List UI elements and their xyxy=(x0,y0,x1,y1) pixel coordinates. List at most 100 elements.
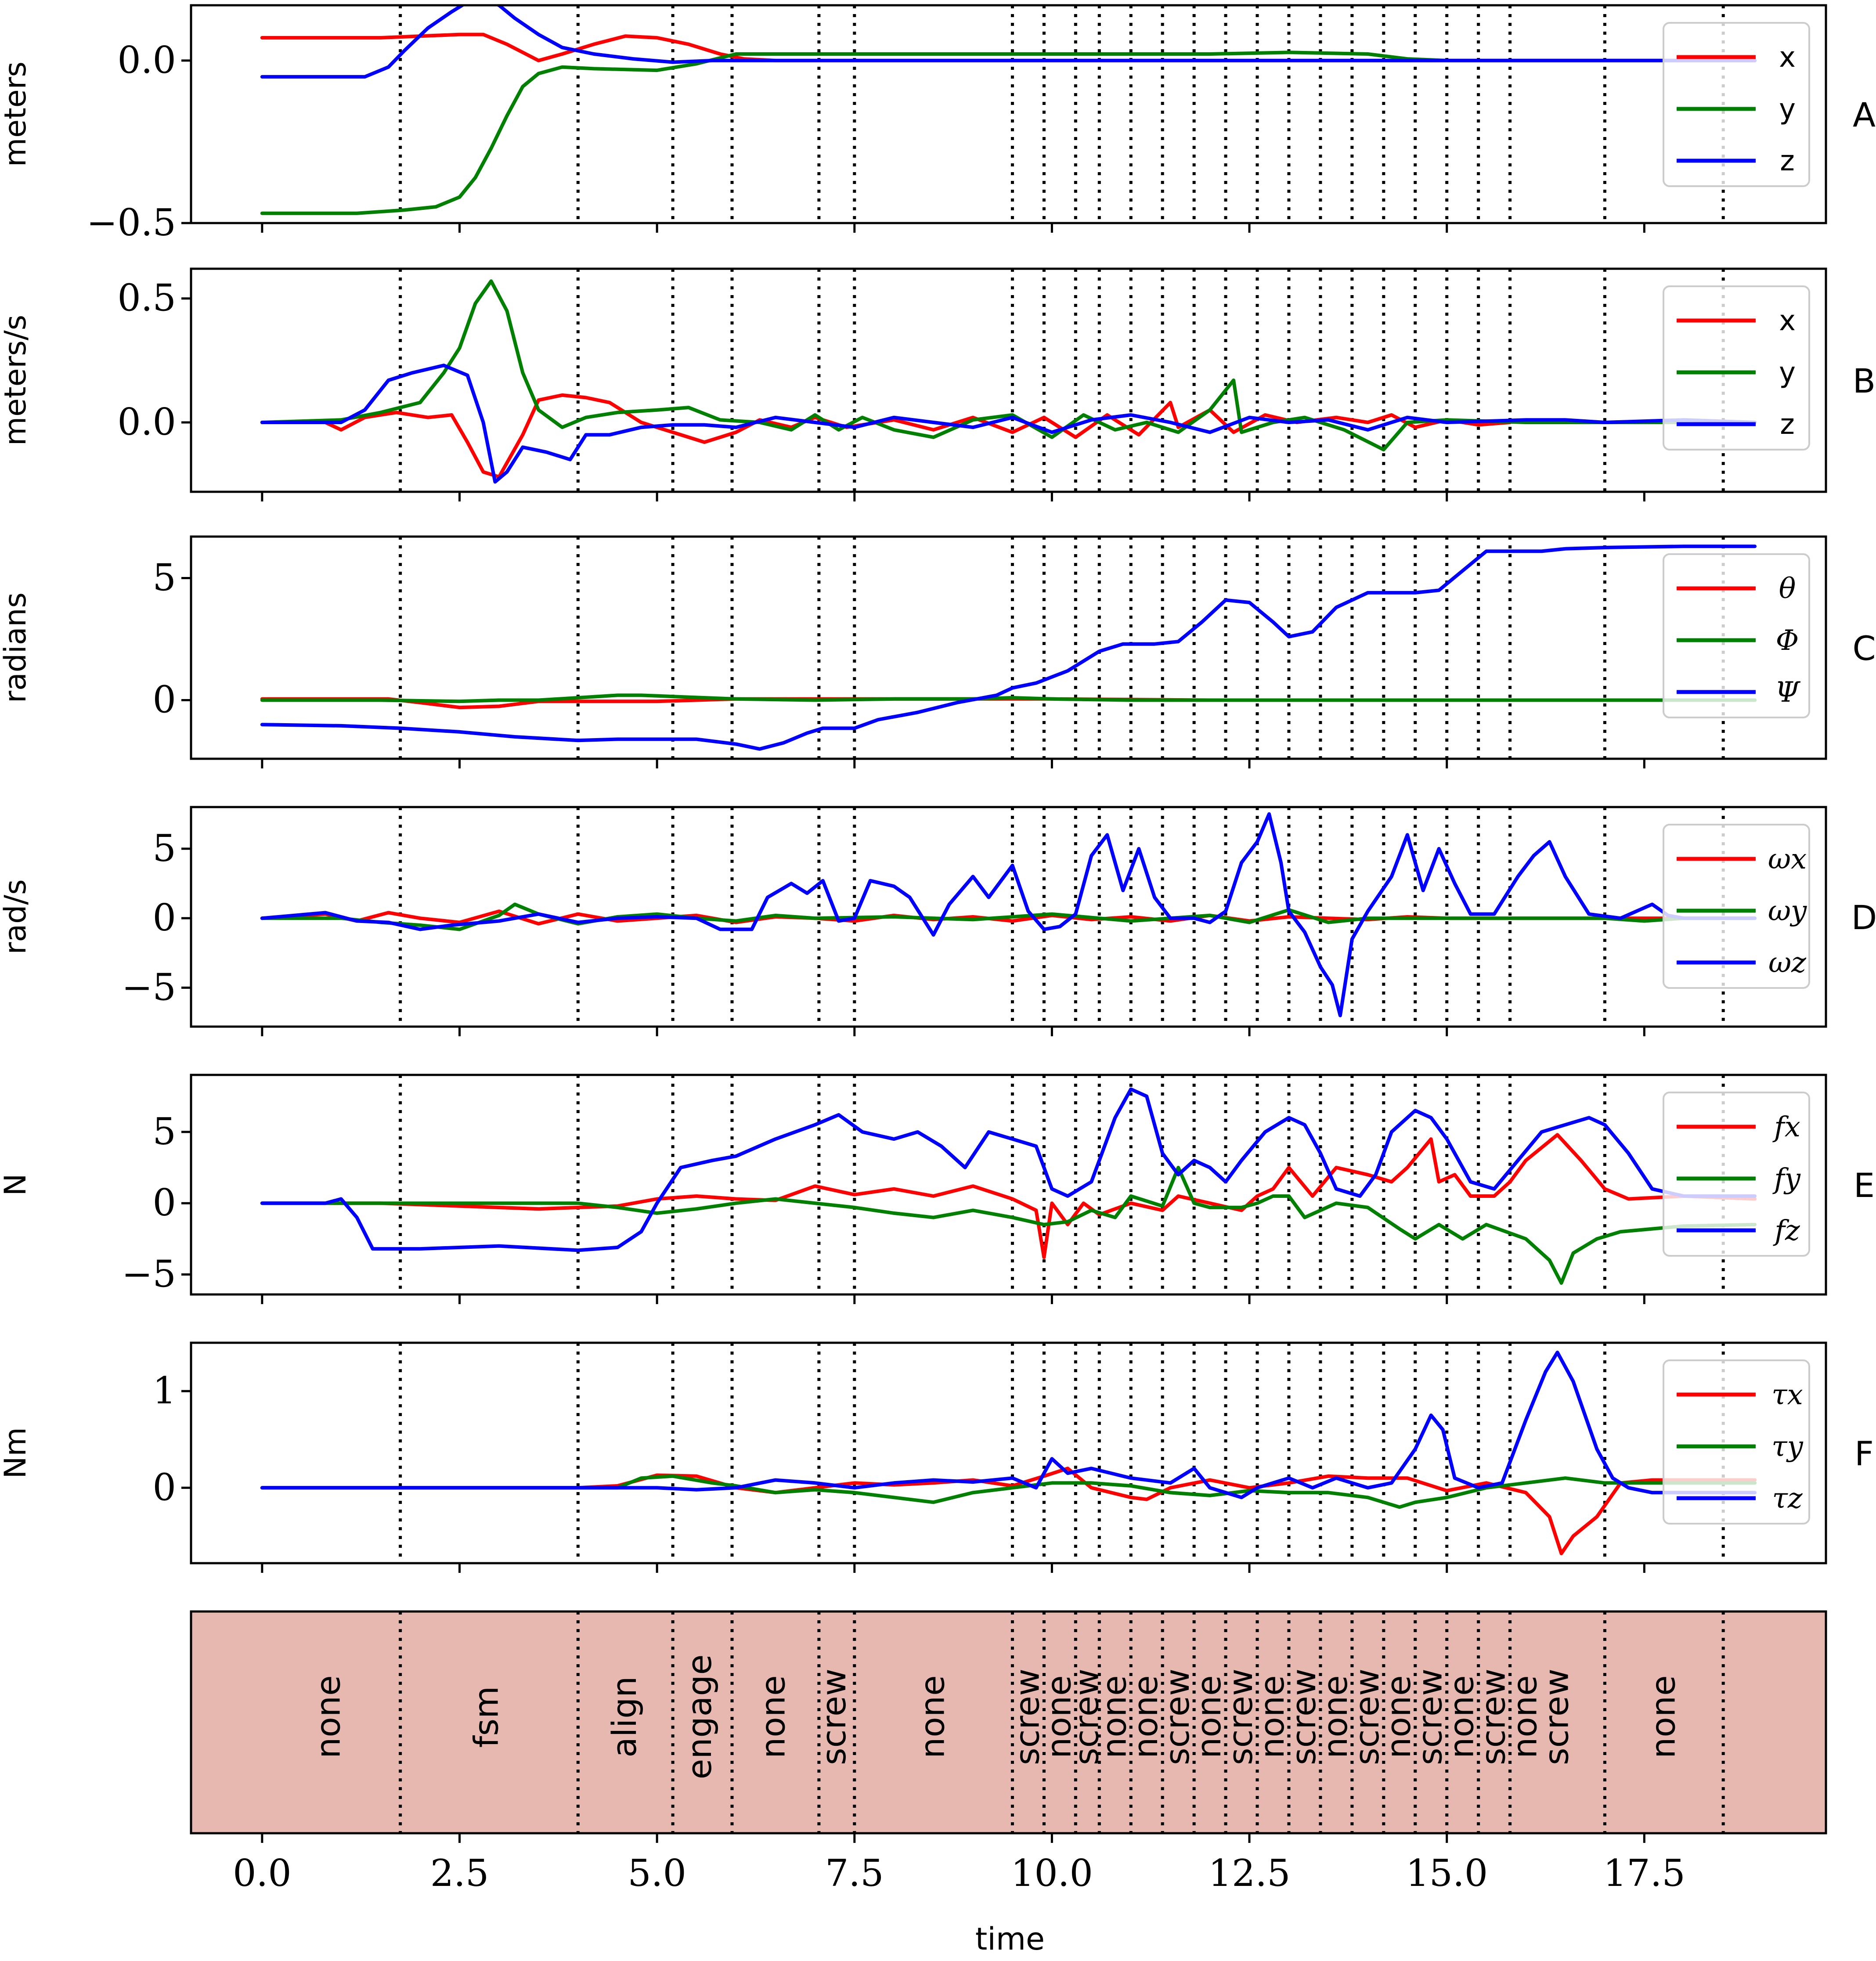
phase-label: screw xyxy=(1474,1669,1513,1765)
legend-entry: y xyxy=(1779,93,1796,126)
legend: xyz xyxy=(1663,285,1810,451)
legend-entry: θ xyxy=(1779,573,1796,605)
y-tick-label: 0.0 xyxy=(117,39,176,82)
phase-label: screw xyxy=(1221,1669,1260,1765)
phase-label: none xyxy=(1643,1675,1682,1759)
phase-label: none xyxy=(309,1675,348,1759)
phase-label: screw xyxy=(1007,1669,1046,1765)
y-axis-label: meters xyxy=(0,61,33,167)
phase-label: screw xyxy=(1158,1669,1197,1765)
y-axis-label: radians xyxy=(0,592,33,703)
panel-letter: E xyxy=(1854,1166,1875,1205)
legend-entry: z xyxy=(1780,145,1795,177)
y-axis-label: N xyxy=(0,1174,33,1196)
series-group xyxy=(260,279,1757,484)
y-axis-label: meters/s xyxy=(0,315,33,446)
panel-d: −5 0 5 rad/s Dωx ωy ωz xyxy=(0,806,1876,1036)
legend-entry: Ψ xyxy=(1775,676,1801,709)
y-tick-label: 5 xyxy=(153,556,176,599)
series-line-second xyxy=(260,50,1757,215)
series-group xyxy=(260,544,1757,751)
panel-letter: F xyxy=(1854,1434,1874,1473)
legend-box xyxy=(1663,824,1810,989)
series-group xyxy=(260,1351,1757,1555)
phase-label: screw xyxy=(1347,1669,1386,1765)
legend-entry: τx xyxy=(1771,1379,1803,1411)
x-tick-label: 10.0 xyxy=(1011,1852,1093,1895)
series-line-second xyxy=(260,1166,1757,1285)
y-tick-label: 0 xyxy=(153,1181,176,1224)
phase-label: screw xyxy=(814,1669,853,1765)
y-tick-label: −5 xyxy=(122,966,176,1009)
y-axis-label: rad/s xyxy=(0,879,33,954)
legend: θΦΨ xyxy=(1663,553,1810,718)
series-line-second xyxy=(260,1474,1757,1509)
legend-entry: z xyxy=(1780,408,1795,441)
phase-label: none xyxy=(1039,1675,1078,1759)
series-line-second xyxy=(260,279,1757,451)
legend-entry: x xyxy=(1779,305,1796,337)
panel-frame xyxy=(190,1074,1827,1296)
legend: xyz xyxy=(1663,22,1810,187)
legend-entry: ωy xyxy=(1768,895,1807,927)
y-tick-label: 5 xyxy=(153,1110,176,1153)
phase-label: screw xyxy=(1411,1669,1450,1765)
panel-letter: B xyxy=(1853,361,1876,400)
y-tick-label: 5 xyxy=(153,827,176,870)
panel-letter: C xyxy=(1852,629,1876,668)
panel-letter: D xyxy=(1851,898,1876,937)
legend-entry: fz xyxy=(1773,1215,1800,1247)
phase-label: screw xyxy=(1284,1669,1323,1765)
series-line-third xyxy=(260,364,1757,484)
x-tick-label: 12.5 xyxy=(1209,1852,1291,1895)
legend-entry: fx xyxy=(1772,1111,1800,1143)
legend: τx τy τz xyxy=(1663,1359,1810,1525)
series-line-third xyxy=(260,544,1757,751)
series-line-third xyxy=(260,1351,1757,1500)
legend-entry: fy xyxy=(1772,1163,1801,1195)
x-tick-label: 7.5 xyxy=(825,1852,884,1895)
panel-frame xyxy=(190,267,1827,493)
phase-label: align xyxy=(605,1676,644,1757)
x-axis: time 0.0 2.5 5.0 7.5 10.0 12.5 15.0 17.5 xyxy=(233,1833,1685,1957)
legend-entry: Φ xyxy=(1776,624,1799,657)
legend-entry: τz xyxy=(1772,1482,1803,1515)
phase-label: none xyxy=(1442,1675,1481,1759)
legend-entry: x xyxy=(1779,41,1796,74)
phase-label: none xyxy=(1189,1675,1228,1759)
x-axis-label: time xyxy=(975,1921,1045,1957)
panel-letter: A xyxy=(1853,95,1876,134)
phase-label: none xyxy=(1379,1675,1418,1759)
x-tick-label: 0.0 xyxy=(233,1852,292,1895)
phase-label: none xyxy=(1252,1675,1292,1759)
phase-label: none xyxy=(1505,1675,1544,1759)
series-group xyxy=(260,5,1757,215)
legend-entry: ωz xyxy=(1768,947,1807,979)
legend: fx fy fz xyxy=(1663,1092,1810,1257)
phase-label: screw xyxy=(1067,1669,1106,1765)
series-line-third xyxy=(260,1087,1757,1252)
legend-box xyxy=(1663,285,1810,451)
series-line-first xyxy=(260,1133,1757,1259)
series-line-second xyxy=(260,693,1757,703)
y-tick-label: 0 xyxy=(153,678,176,721)
y-tick-label: 0 xyxy=(153,896,176,939)
y-tick-label: 0 xyxy=(153,1466,176,1509)
y-tick-label: 0.5 xyxy=(117,277,176,320)
panel-e: −5 0 5 N Efx fy fz xyxy=(0,1074,1875,1304)
legend-box xyxy=(1663,22,1810,187)
x-tick-label: 15.0 xyxy=(1406,1852,1488,1895)
series-line-first xyxy=(260,1467,1757,1555)
phase-label: none xyxy=(1094,1675,1133,1759)
phase-label: none xyxy=(753,1675,792,1759)
x-tick-label: 2.5 xyxy=(430,1852,489,1895)
panel-frame xyxy=(190,806,1827,1028)
y-tick-label: 1 xyxy=(153,1369,176,1412)
phase-panel: none fsm align engage none screw none screwnone… xyxy=(190,1610,1827,1835)
series-line-third xyxy=(260,5,1757,79)
y-axis-label: Nm xyxy=(0,1427,33,1478)
